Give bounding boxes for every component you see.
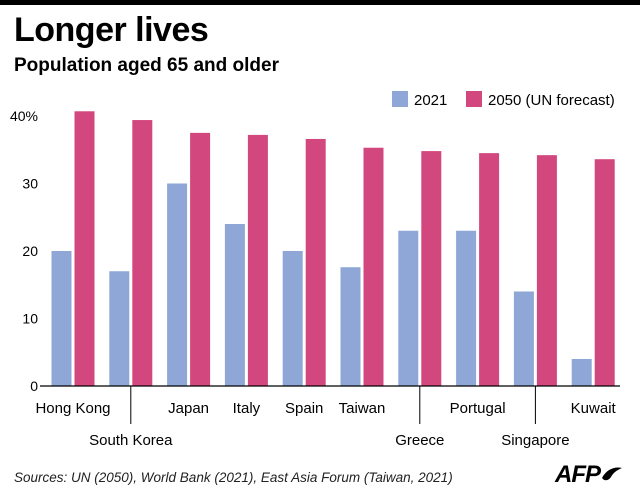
bar-2021 xyxy=(456,230,477,386)
afp-logo: AFP xyxy=(555,460,635,490)
chart-title: Longer lives xyxy=(14,11,209,49)
bar-2050 xyxy=(536,155,557,386)
category-label: Japan xyxy=(168,400,209,417)
bar-2021 xyxy=(224,224,245,386)
y-tick-label: 30 xyxy=(22,176,38,192)
bar-2050 xyxy=(421,151,442,386)
bar-2050 xyxy=(247,134,268,386)
bar-2050 xyxy=(132,120,153,387)
afp-logo-text: AFP xyxy=(555,461,601,488)
legend-swatch-2050 xyxy=(466,91,482,107)
bar-2021 xyxy=(167,183,188,386)
source-note: Sources: UN (2050), World Bank (2021), E… xyxy=(14,470,453,485)
bar-2021 xyxy=(513,291,534,386)
bar-2021 xyxy=(340,267,361,386)
bar-2050 xyxy=(305,138,326,386)
bar-2021 xyxy=(282,251,303,386)
category-label: South Korea xyxy=(89,432,173,449)
legend-swatch-2021 xyxy=(392,91,408,107)
bar-2050 xyxy=(74,111,95,387)
bar-2021 xyxy=(109,271,130,386)
chart-subtitle: Population aged 65 and older xyxy=(14,55,279,76)
legend-label-2021: 2021 xyxy=(414,92,447,109)
bar-2050 xyxy=(479,153,500,386)
category-label: Hong Kong xyxy=(35,400,110,417)
category-label: Greece xyxy=(395,432,444,449)
y-tick-label: 10 xyxy=(22,311,38,327)
y-tick-label: 40% xyxy=(10,108,38,124)
afp-bird-icon xyxy=(602,467,622,481)
category-label: Italy xyxy=(233,400,261,417)
bar-2021 xyxy=(51,251,72,386)
bar-2050 xyxy=(594,159,615,386)
bar-2050 xyxy=(363,147,384,386)
category-label: Taiwan xyxy=(339,400,386,417)
legend-label-2050: 2050 (UN forecast) xyxy=(488,92,615,109)
category-label: Spain xyxy=(285,400,323,417)
bar-2050 xyxy=(190,132,211,386)
bar-2021 xyxy=(571,359,592,386)
bar-2021 xyxy=(398,230,419,386)
top-rule xyxy=(0,0,640,5)
category-label: Portugal xyxy=(450,400,506,417)
y-tick-label: 20 xyxy=(22,243,38,259)
category-label: Singapore xyxy=(501,432,569,449)
category-label: Kuwait xyxy=(571,400,617,417)
y-tick-label: 0 xyxy=(30,378,38,394)
